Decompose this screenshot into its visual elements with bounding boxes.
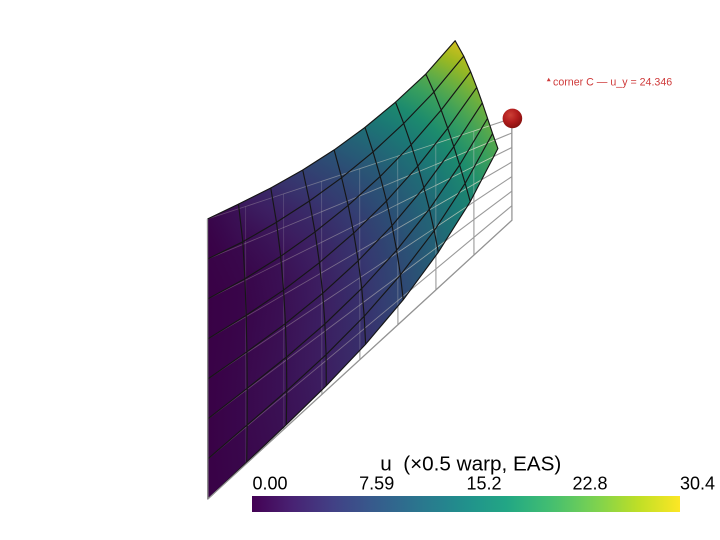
svg-text:15.2: 15.2 bbox=[466, 474, 501, 494]
svg-text:30.4: 30.4 bbox=[680, 474, 715, 494]
svg-text:0.00: 0.00 bbox=[252, 474, 287, 494]
svg-text:7.59: 7.59 bbox=[359, 474, 394, 494]
svg-text:corner C — u_y = 24.346: corner C — u_y = 24.346 bbox=[553, 77, 672, 89]
svg-text:22.8: 22.8 bbox=[572, 474, 607, 494]
svg-text:u (×0.5 warp, EAS): u (×0.5 warp, EAS) bbox=[380, 453, 561, 476]
